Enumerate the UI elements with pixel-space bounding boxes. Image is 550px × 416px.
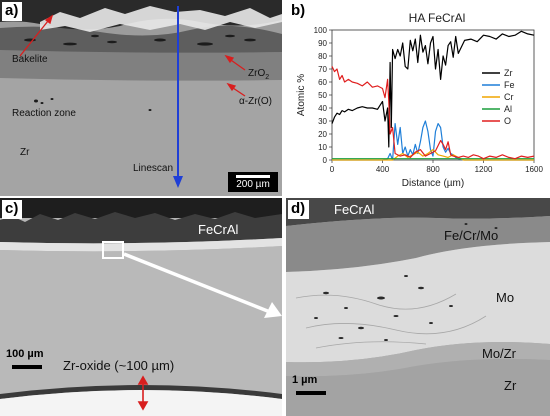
mo-label: Mo: [496, 290, 515, 305]
y-tick-label: 80: [318, 52, 327, 61]
linescan-label: Linescan: [133, 163, 174, 174]
x-axis-label: Distance (µm): [402, 178, 464, 189]
y-tick-label: 30: [318, 117, 327, 126]
panel-a-micrograph: [0, 0, 282, 196]
series-line-o: [331, 66, 535, 160]
panel-d-label: d): [288, 200, 310, 219]
panel-c: c) FeCrAl Zr-oxide (~100 µm) 100 µm: [0, 198, 282, 416]
panel-a: a) Bakelite ZrO2 α-Zr(O) Reaction zone Z…: [0, 0, 282, 196]
y-tick-label: 70: [318, 65, 327, 74]
y-tick-label: 100: [314, 26, 328, 35]
panel-a-label: a): [2, 2, 23, 21]
scale-bar-d: 1 µm: [292, 374, 332, 402]
zr-label-a: Zr: [20, 147, 30, 158]
zro2-label: ZrO2: [248, 68, 270, 81]
zr-oxide-label: Zr-oxide (~100 µm): [63, 358, 175, 373]
fecral-label-c: FeCrAl: [198, 222, 239, 237]
bakelite-label: Bakelite: [12, 54, 48, 65]
y-tick-label: 50: [318, 91, 327, 100]
legend-label-o: O: [504, 116, 511, 126]
x-tick-label: 1200: [475, 165, 493, 174]
legend-label-fe: Fe: [504, 80, 515, 90]
y-tick-label: 40: [318, 104, 327, 113]
linescan-chart: HA FeCrAl 0 10 20 30 40 50 60 70 80 90 100 0 400 800 12…: [296, 11, 543, 189]
y-tick-label: 10: [318, 143, 327, 152]
y-tick-label: 0: [323, 156, 328, 165]
zr-label-d: Zr: [504, 378, 517, 393]
y-axis-label: Atomic %: [296, 74, 307, 116]
panel-d-micrograph: [286, 198, 550, 416]
legend-label-zr: Zr: [504, 68, 513, 78]
legend-label-al: Al: [504, 104, 512, 114]
panel-b: HA FeCrAl 0 10 20 30 40 50 60 70 80 90 100 0 400 800 12…: [286, 0, 550, 196]
alpha-zr-label: α-Zr(O): [239, 96, 272, 107]
legend-box: [478, 68, 528, 132]
chart-title: HA FeCrAl: [409, 11, 466, 25]
fecral-label-d: FeCrAl: [334, 202, 375, 217]
series-line-cr: [332, 149, 534, 161]
x-tick-label: 400: [376, 165, 390, 174]
mo-zr-label: Mo/Zr: [482, 346, 516, 361]
series-line-zr: [331, 30, 535, 148]
panel-c-label: c): [2, 200, 23, 219]
y-tick-label: 20: [318, 130, 327, 139]
panel-b-label: b): [288, 2, 310, 21]
y-tick-label: 90: [318, 39, 327, 48]
y-tick-label: 60: [318, 78, 327, 87]
legend-label-cr: Cr: [504, 92, 514, 102]
fe-cr-mo-label: Fe/Cr/Mo: [444, 228, 499, 243]
x-tick-label: 0: [330, 165, 335, 174]
x-tick-label: 1600: [525, 165, 543, 174]
reaction-zone-label: Reaction zone: [12, 108, 76, 119]
x-tick-label: 800: [426, 165, 440, 174]
scale-bar-a: 200 µm: [228, 172, 278, 192]
scale-bar-c: 100 µm: [6, 348, 46, 374]
panel-c-micrograph: [0, 198, 282, 416]
panel-d: d) FeCrAl Fe/Cr/Mo Mo Mo/Zr Zr 1 µm: [286, 198, 550, 416]
